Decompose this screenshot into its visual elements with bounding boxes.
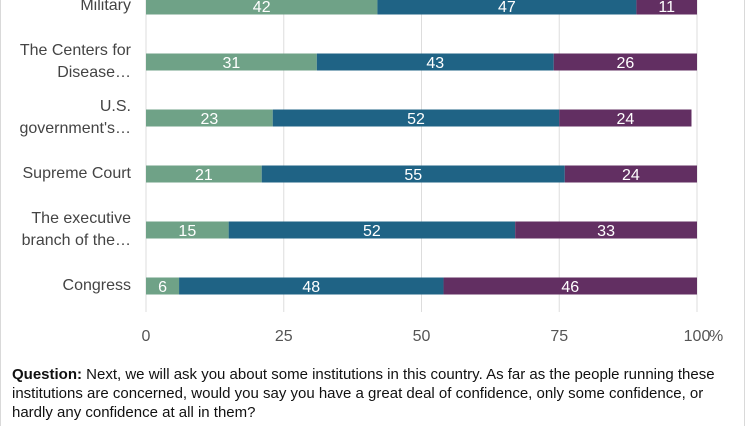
question-text: Next, we will ask you about some institu…	[12, 366, 715, 421]
bar-segment-3-2	[564, 165, 697, 183]
data-label-1-1: 43	[426, 55, 444, 72]
bar-segment-5-0	[146, 277, 180, 295]
category-label-2: U.S. government's…	[19, 98, 131, 137]
stacked-bar-chart: 0 25 50 75 100% 42 47 11 31 43 26 23 52 24 21 55 24 15 52 3…	[142, 0, 723, 345]
bar-segment-0-0	[146, 0, 378, 15]
category-label-0: Military	[80, 0, 131, 14]
bar-segment-1-1	[316, 53, 554, 71]
x-tick-label-1: 25	[275, 328, 293, 345]
data-label-4-1: 52	[363, 223, 381, 240]
data-label-5-0: 6	[158, 279, 167, 296]
data-label-4-2: 33	[597, 223, 615, 240]
bar-segment-4-0	[146, 221, 229, 239]
bar-segment-2-1	[272, 109, 560, 127]
x-tick-label-3: 75	[550, 328, 568, 345]
bar-segment-5-2	[443, 277, 697, 295]
category-label-1: The Centers for Disease…	[19, 42, 131, 81]
data-label-2-2: 24	[616, 111, 634, 128]
data-label-0-0: 42	[253, 0, 271, 16]
data-label-3-1: 55	[404, 167, 422, 184]
bar-segment-4-2	[515, 221, 697, 239]
bar-segment-2-2	[559, 109, 692, 127]
bar-segment-0-1	[377, 0, 637, 15]
x-unit-label: %	[709, 328, 723, 345]
question-label: Question:	[12, 366, 82, 383]
data-label-5-2: 46	[561, 279, 579, 296]
bar-segment-0-2	[636, 0, 697, 15]
category-label-4: The executive branch of the…	[21, 210, 131, 249]
x-tick-label-4: 100	[684, 328, 711, 345]
bar-segment-4-1	[228, 221, 516, 239]
data-label-3-0: 21	[195, 167, 213, 184]
bar-segment-1-2	[553, 53, 697, 71]
data-label-5-1: 48	[302, 279, 320, 296]
data-label-2-1: 52	[407, 111, 425, 128]
bar-segment-5-1	[179, 277, 444, 295]
category-label-5: Congress	[62, 277, 131, 294]
data-label-4-0: 15	[178, 223, 196, 240]
bar-segment-3-1	[261, 165, 565, 183]
category-label-3: Supreme Court	[22, 165, 132, 182]
bar-segment-2-0	[146, 109, 273, 127]
bar-segment-1-0	[146, 53, 317, 71]
data-label-1-2: 26	[616, 55, 634, 72]
question-footnote: Question: Next, we will ask you about so…	[12, 365, 737, 422]
data-label-2-0: 23	[200, 111, 218, 128]
data-label-0-2: 11	[658, 0, 675, 16]
data-label-0-1: 47	[498, 0, 516, 16]
x-tick-label-2: 50	[413, 328, 431, 345]
x-tick-label-0: 0	[142, 328, 151, 345]
bar-segment-3-0	[146, 165, 262, 183]
data-label-1-0: 31	[223, 55, 241, 72]
data-label-3-2: 24	[622, 167, 640, 184]
